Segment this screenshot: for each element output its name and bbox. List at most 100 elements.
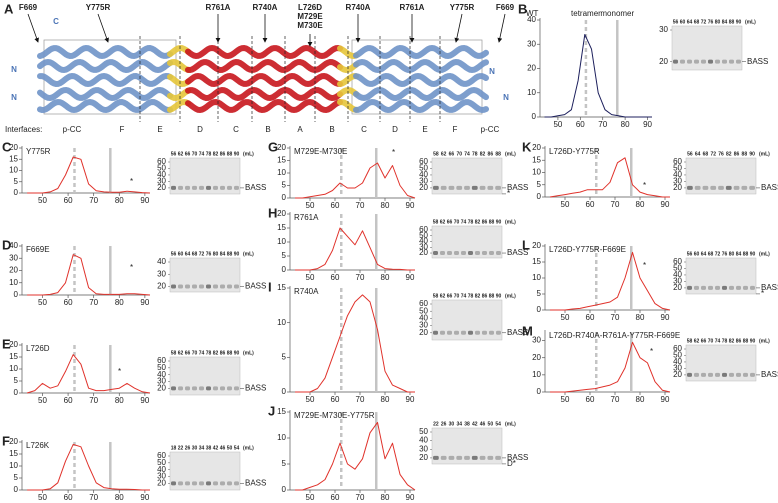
x-tick-label: 50	[38, 298, 47, 307]
band	[192, 386, 197, 391]
gel	[671, 25, 743, 71]
band	[680, 59, 685, 64]
panel-letter: I	[268, 279, 272, 294]
band	[750, 372, 755, 377]
trace-title: R761A	[294, 213, 319, 222]
x-tick-label: 50	[561, 313, 570, 322]
lane-label: 88	[227, 350, 233, 356]
x-tick-label: 70	[89, 493, 98, 502]
x-tick-label: 80	[636, 200, 645, 209]
marker-label: 20	[157, 183, 166, 192]
y-tick-label: 0	[14, 290, 19, 299]
lane-label: 70	[454, 219, 460, 225]
marker-label: 60	[157, 157, 166, 166]
band	[456, 185, 463, 190]
trace-title: L726K	[26, 441, 50, 450]
band-label: *	[761, 289, 764, 298]
gel	[685, 257, 757, 295]
band	[171, 284, 176, 289]
y-tick-label: 15	[277, 407, 286, 416]
band	[694, 59, 699, 64]
band	[192, 185, 197, 190]
y-tick-label: 5	[537, 289, 542, 298]
marker-label: 60	[419, 225, 428, 234]
marker-label: 40	[419, 314, 428, 323]
band	[729, 59, 734, 64]
x-tick-label: 70	[598, 120, 607, 129]
band	[495, 185, 501, 190]
lane-label: 88	[729, 19, 735, 25]
band	[171, 386, 176, 391]
terminus-label: N	[11, 65, 17, 74]
band	[715, 372, 720, 377]
y-tick-label: 20	[532, 353, 541, 362]
lane-label: 78	[206, 350, 212, 356]
band-label: BASS	[245, 282, 266, 291]
helix	[37, 58, 173, 74]
x-tick-label: 70	[356, 395, 365, 404]
band	[447, 251, 452, 256]
band	[687, 59, 692, 64]
interface-label: A	[297, 125, 303, 134]
x-tick-label: 80	[115, 493, 124, 502]
band	[673, 59, 678, 64]
lane-label: 66	[449, 151, 455, 157]
y-tick-label: 10	[277, 318, 286, 327]
marker-label: 40	[673, 270, 682, 279]
gel	[685, 344, 757, 382]
band	[743, 285, 748, 290]
lane-label: 82	[213, 350, 219, 356]
lane-label: 78	[206, 151, 212, 157]
band	[185, 481, 190, 486]
helix	[167, 73, 191, 88]
y-tick-label: 5	[282, 459, 287, 468]
lane-label: 70	[456, 151, 462, 157]
y-tick-label: 0	[282, 387, 287, 396]
trace	[550, 341, 671, 393]
band	[710, 185, 717, 190]
annotation: *	[392, 148, 395, 157]
lane-label: 34	[456, 421, 462, 427]
lane-label: 88	[227, 151, 233, 157]
y-tick-label: 0	[282, 265, 287, 274]
band	[736, 372, 741, 377]
x-tick-label: 80	[115, 298, 124, 307]
x-tick-label: 90	[661, 395, 670, 404]
lane-label: 42	[472, 421, 478, 427]
helix	[185, 86, 343, 102]
band	[433, 330, 438, 335]
lane-label: 86	[482, 219, 488, 225]
band	[471, 185, 478, 190]
band	[736, 59, 741, 64]
lane-label: 66	[447, 293, 453, 299]
band	[433, 455, 439, 460]
mutation-label: F669	[496, 3, 515, 12]
trace-title: M729E-M730E	[294, 147, 347, 156]
band	[482, 251, 487, 256]
reference-label: tetramer	[571, 9, 601, 18]
band	[487, 455, 494, 460]
trace-title: L726D-R740A-R761A-Y775R-F669E	[549, 331, 680, 340]
marker-label: 20	[419, 248, 428, 257]
x-tick-label: 80	[621, 120, 630, 129]
band	[199, 185, 204, 190]
lane-label: 50	[488, 421, 494, 427]
lane-label: 66	[701, 338, 707, 344]
annotation: *	[130, 177, 133, 186]
y-tick-label: 10	[9, 364, 18, 373]
helix	[185, 44, 343, 60]
lane-label: 74	[199, 350, 205, 356]
band	[440, 185, 447, 190]
lane-label: 42	[213, 445, 219, 451]
x-tick-label: 70	[611, 200, 620, 209]
lane-label: 86	[734, 151, 740, 157]
band	[701, 285, 706, 290]
lane-label: 64	[185, 251, 191, 257]
band	[722, 285, 727, 290]
y-tick-label: 30	[9, 253, 18, 262]
lane-label: 90	[496, 219, 502, 225]
marker-label: 60	[419, 299, 428, 308]
gel	[431, 299, 503, 341]
x-tick-label: 70	[89, 298, 98, 307]
x-tick-label: 60	[64, 196, 73, 205]
